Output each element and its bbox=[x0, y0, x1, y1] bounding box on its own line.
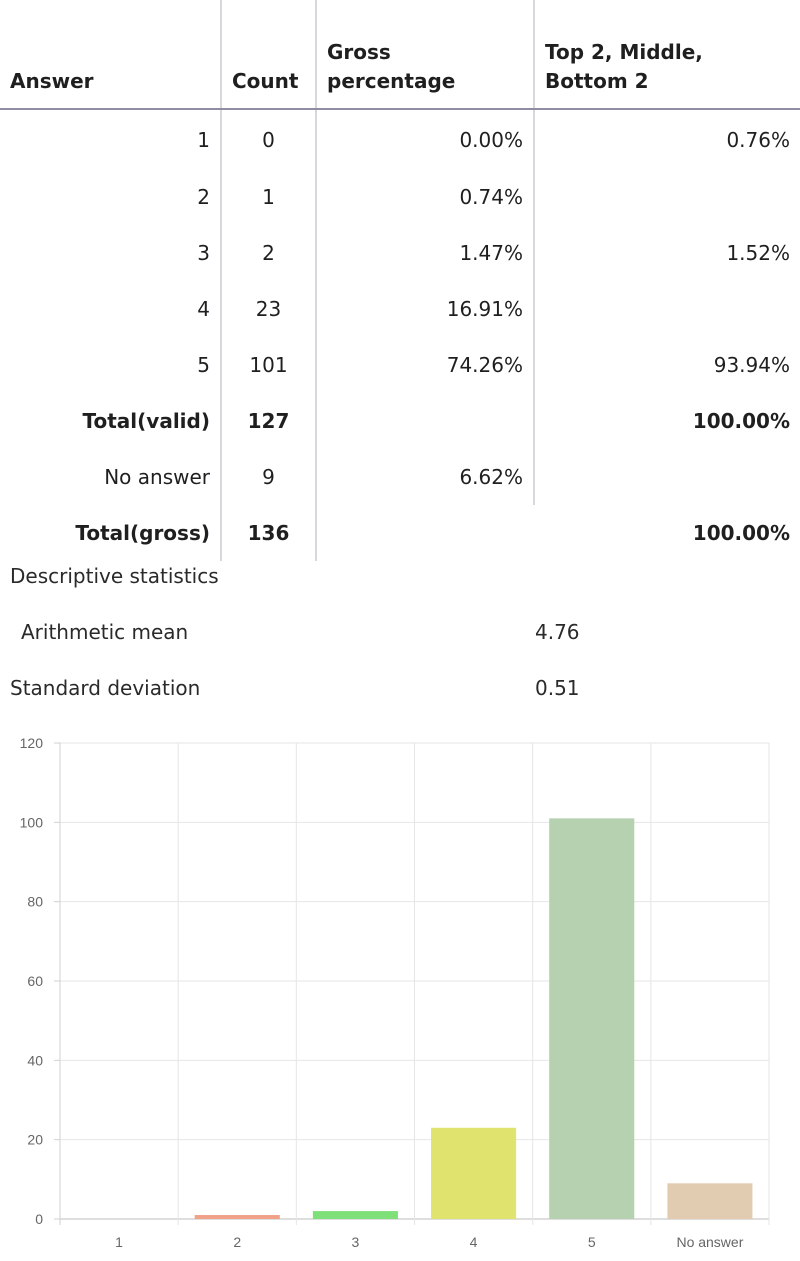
bar bbox=[667, 1183, 753, 1219]
x-tick-label: 2 bbox=[233, 1234, 241, 1250]
y-tick-label: 60 bbox=[27, 973, 43, 989]
top-middle-bottom-cell bbox=[534, 281, 800, 337]
top-middle-bottom-cell bbox=[534, 169, 800, 225]
x-tick-label: 3 bbox=[352, 1234, 360, 1250]
table-row: No answer 9 6.62% bbox=[0, 449, 800, 505]
header-gross-percentage: Gross percentage bbox=[316, 0, 535, 110]
answer-cell: 1 bbox=[0, 109, 222, 169]
gross-percentage-cell bbox=[316, 393, 535, 449]
count-cell: 0 bbox=[221, 109, 317, 169]
table-row: 5 101 74.26% 93.94% bbox=[0, 337, 800, 393]
count-cell: 1 bbox=[221, 169, 317, 225]
x-tick-label: No answer bbox=[676, 1234, 743, 1250]
y-tick-label: 80 bbox=[27, 894, 43, 910]
answer-cell: Total(gross) bbox=[0, 505, 222, 561]
top-middle-bottom-cell: 100.00% bbox=[692, 409, 790, 433]
count-cell: 2 bbox=[221, 225, 317, 281]
arithmetic-mean-value: 4.76 bbox=[535, 620, 580, 644]
standard-deviation-value: 0.51 bbox=[535, 676, 580, 700]
descriptive-statistics-heading: Descriptive statistics bbox=[10, 564, 219, 588]
top-middle-bottom-cell: 1.52% bbox=[726, 241, 790, 265]
answer-cell: 5 bbox=[0, 337, 222, 393]
top-middle-bottom-cell: 93.94% bbox=[713, 353, 790, 377]
answer-cell: 2 bbox=[0, 169, 222, 225]
gross-percentage-cell: 0.00% bbox=[316, 109, 535, 169]
header-top-middle-bottom: Top 2, Middle, Bottom 2 bbox=[534, 0, 800, 110]
bar-chart: 0 20 40 60 80 100 120 1 2 3 4 5 No answer bbox=[20, 735, 770, 1250]
table-row: 1 0 0.00% 0.76% bbox=[0, 109, 800, 169]
table-row: Total(gross) 136 100.00% bbox=[0, 505, 800, 561]
count-cell: 127 bbox=[221, 393, 317, 449]
y-tick-label: 120 bbox=[20, 735, 44, 751]
y-tick-label: 20 bbox=[27, 1132, 43, 1148]
answer-cell: No answer bbox=[0, 449, 222, 505]
answer-cell: 3 bbox=[0, 225, 222, 281]
standard-deviation-label: Standard deviation bbox=[10, 676, 201, 700]
gross-percentage-cell: 0.74% bbox=[316, 169, 535, 225]
answer-cell: Total(valid) bbox=[0, 393, 222, 449]
table-row: 3 2 1.47% 1.52% bbox=[0, 225, 800, 281]
header-count: Count bbox=[221, 0, 317, 110]
table-row: 4 23 16.91% bbox=[0, 281, 800, 337]
top-middle-bottom-cell bbox=[534, 449, 800, 505]
gross-percentage-cell bbox=[316, 505, 534, 561]
bar bbox=[549, 818, 635, 1219]
bar bbox=[194, 1215, 280, 1219]
table-header-row: Answer Count Gross percentage Top 2, Mid… bbox=[0, 0, 800, 110]
table-row: 2 1 0.74% bbox=[0, 169, 800, 225]
x-tick-label: 5 bbox=[588, 1234, 596, 1250]
count-cell: 136 bbox=[221, 505, 317, 561]
y-tick-label: 40 bbox=[27, 1052, 43, 1068]
bar bbox=[431, 1127, 517, 1219]
count-cell: 9 bbox=[221, 449, 317, 505]
table-row: Total(valid) 127 100.00% bbox=[0, 393, 800, 449]
top-middle-bottom-cell: 100.00% bbox=[692, 521, 790, 545]
answer-cell: 4 bbox=[0, 281, 222, 337]
gross-percentage-cell: 74.26% bbox=[316, 337, 535, 393]
count-cell: 101 bbox=[221, 337, 317, 393]
top-middle-bottom-cell: 0.76% bbox=[726, 127, 790, 152]
y-tick-label: 100 bbox=[20, 814, 44, 830]
results-table: Answer Count Gross percentage Top 2, Mid… bbox=[0, 0, 800, 561]
bar bbox=[312, 1211, 398, 1219]
gross-percentage-cell: 16.91% bbox=[316, 281, 535, 337]
gross-percentage-cell: 6.62% bbox=[316, 449, 535, 505]
x-tick-label: 4 bbox=[470, 1234, 478, 1250]
y-tick-label: 0 bbox=[35, 1211, 43, 1227]
gross-percentage-cell: 1.47% bbox=[316, 225, 535, 281]
header-answer: Answer bbox=[0, 0, 222, 110]
count-cell: 23 bbox=[221, 281, 317, 337]
x-tick-label: 1 bbox=[115, 1234, 123, 1250]
arithmetic-mean-label: Arithmetic mean bbox=[21, 620, 189, 644]
